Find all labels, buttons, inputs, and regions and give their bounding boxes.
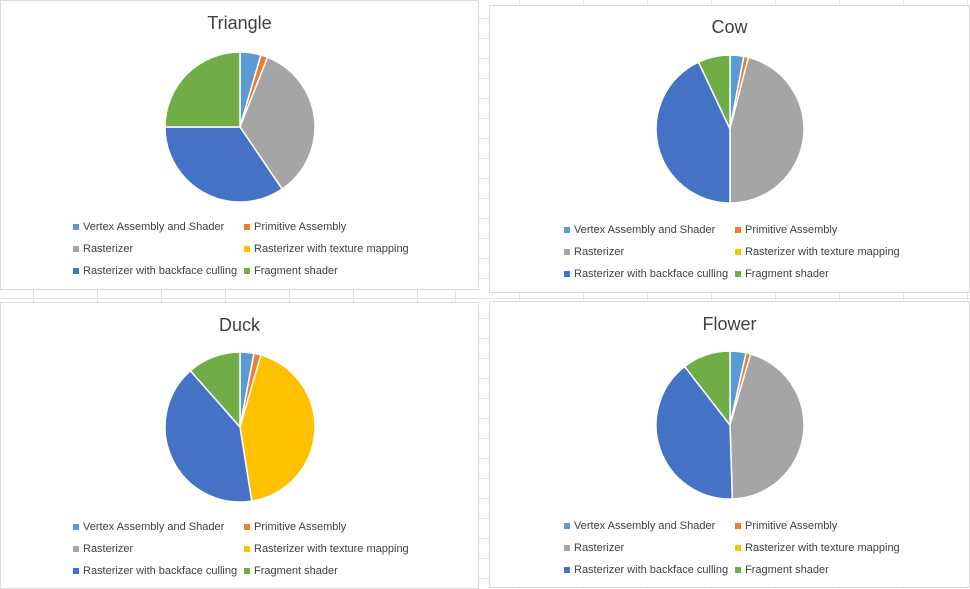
legend-swatch: [73, 568, 79, 574]
chart-title: Triangle: [207, 13, 272, 33]
legend-swatch: [564, 567, 570, 573]
legend-item-rasterizer-with-backface-culling[interactable]: Rasterizer with backface culling: [73, 264, 237, 278]
pie-slice-rasterizer[interactable]: [729, 56, 805, 204]
legend-label: Rasterizer: [83, 543, 134, 555]
legend-swatch: [244, 246, 250, 252]
pie-slice-fragment-shader[interactable]: [683, 350, 731, 426]
legend-label: Rasterizer with texture mapping: [254, 243, 409, 255]
chart-title: Duck: [218, 315, 260, 335]
legend-item-vertex-assembly-and-shader[interactable]: Vertex Assembly and Shader: [564, 223, 715, 237]
legend-item-fragment-shader[interactable]: Fragment shader: [244, 564, 338, 578]
pie-slice-fragment-shader[interactable]: [697, 54, 731, 130]
legend-swatch: [73, 268, 79, 274]
pie-slice-rasterizer-with-texture-mapping[interactable]: [239, 354, 316, 502]
pie-slice-rasterizer-with-backface-culling[interactable]: [655, 365, 734, 500]
legend-label: Vertex Assembly and Shader: [83, 521, 225, 533]
legend-item-vertex-assembly-and-shader[interactable]: Vertex Assembly and Shader: [564, 519, 715, 533]
legend-item-rasterizer-with-texture-mapping[interactable]: Rasterizer with texture mapping: [735, 245, 900, 259]
legend-label: Fragment shader: [745, 268, 829, 280]
legend-item-fragment-shader[interactable]: Fragment shader: [735, 563, 829, 577]
legend-item-primitive-assembly[interactable]: Primitive Assembly: [735, 223, 837, 237]
chart-triangle[interactable]: Triangle Vertex Assembly and Shader Primi…: [0, 0, 479, 290]
legend-label: Rasterizer with backface culling: [574, 564, 729, 576]
legend-swatch: [564, 271, 570, 277]
legend-item-rasterizer-with-backface-culling[interactable]: Rasterizer with backface culling: [564, 267, 728, 281]
legend-swatch: [735, 227, 741, 233]
legend-label: Rasterizer with texture mapping: [745, 542, 900, 554]
legend-swatch: [244, 546, 250, 552]
pie-slice-rasterizer-with-backface-culling[interactable]: [164, 126, 283, 203]
legend-swatch: [73, 224, 79, 230]
legend-item-primitive-assembly[interactable]: Primitive Assembly: [244, 520, 346, 534]
legend-item-rasterizer-with-texture-mapping[interactable]: Rasterizer with texture mapping: [735, 541, 900, 555]
legend-label: Rasterizer with backface culling: [83, 265, 238, 277]
pie-plot: [655, 54, 805, 204]
legend-label: Rasterizer: [83, 243, 134, 255]
legend-label: Vertex Assembly and Shader: [83, 221, 225, 233]
legend-label: Primitive Assembly: [745, 224, 838, 236]
legend-label: Rasterizer with texture mapping: [254, 543, 409, 555]
chart-duck[interactable]: Duck Vertex Assembly and Shader Primitive…: [0, 302, 479, 589]
legend-item-rasterizer-with-texture-mapping[interactable]: Rasterizer with texture mapping: [244, 542, 409, 556]
legend-swatch: [564, 227, 570, 233]
legend-item-rasterizer[interactable]: Rasterizer: [564, 245, 624, 259]
pie-slice-rasterizer[interactable]: [729, 353, 805, 500]
legend-label: Rasterizer: [574, 542, 625, 554]
legend-swatch: [735, 545, 741, 551]
pie-slice-fragment-shader[interactable]: [164, 51, 241, 128]
legend-label: Vertex Assembly and Shader: [574, 224, 716, 236]
legend-label: Rasterizer with texture mapping: [745, 246, 900, 258]
legend-label: Primitive Assembly: [254, 221, 347, 233]
pie-plot: [164, 351, 316, 503]
legend-swatch: [73, 546, 79, 552]
legend-item-rasterizer[interactable]: Rasterizer: [73, 242, 133, 256]
pie-slice-fragment-shader[interactable]: [189, 351, 241, 428]
legend-label: Primitive Assembly: [254, 521, 347, 533]
legend-item-primitive-assembly[interactable]: Primitive Assembly: [244, 220, 346, 234]
legend-swatch: [735, 271, 741, 277]
pie-plot: [655, 350, 805, 500]
chart-flower[interactable]: Flower Vertex Assembly and Shader Primiti…: [489, 301, 970, 588]
pie-slice-rasterizer[interactable]: [239, 56, 316, 190]
legend-label: Fragment shader: [254, 565, 338, 577]
pie-slice-rasterizer-with-backface-culling[interactable]: [164, 369, 253, 503]
legend-swatch: [244, 268, 250, 274]
legend-swatch: [244, 568, 250, 574]
legend-item-fragment-shader[interactable]: Fragment shader: [244, 264, 338, 278]
legend-swatch: [73, 246, 79, 252]
legend-label: Primitive Assembly: [745, 520, 838, 532]
legend-swatch: [73, 524, 79, 530]
legend-item-fragment-shader[interactable]: Fragment shader: [735, 267, 829, 281]
legend-item-rasterizer[interactable]: Rasterizer: [73, 542, 133, 556]
legend-swatch: [735, 523, 741, 529]
legend-item-rasterizer[interactable]: Rasterizer: [564, 541, 624, 555]
legend-swatch: [735, 249, 741, 255]
pie-plot: [164, 51, 316, 203]
legend-item-vertex-assembly-and-shader[interactable]: Vertex Assembly and Shader: [73, 520, 224, 534]
legend-label: Vertex Assembly and Shader: [574, 520, 716, 532]
legend-swatch: [564, 249, 570, 255]
chart-title: Flower: [702, 314, 757, 334]
legend-item-rasterizer-with-backface-culling[interactable]: Rasterizer with backface culling: [73, 564, 237, 578]
legend-label: Rasterizer with backface culling: [574, 268, 729, 280]
legend-swatch: [244, 524, 250, 530]
legend-swatch: [564, 523, 570, 529]
legend-label: Fragment shader: [745, 564, 829, 576]
legend-label: Rasterizer: [574, 246, 625, 258]
legend-swatch: [564, 545, 570, 551]
pie-slice-rasterizer-with-backface-culling[interactable]: [655, 61, 731, 204]
legend-label: Fragment shader: [254, 265, 338, 277]
chart-title: Cow: [711, 17, 748, 37]
chart-cow[interactable]: Cow Vertex Assembly and Shader Primitive …: [489, 5, 970, 293]
legend-swatch: [735, 567, 741, 573]
legend-item-primitive-assembly[interactable]: Primitive Assembly: [735, 519, 837, 533]
legend-item-rasterizer-with-backface-culling[interactable]: Rasterizer with backface culling: [564, 563, 728, 577]
legend-item-vertex-assembly-and-shader[interactable]: Vertex Assembly and Shader: [73, 220, 224, 234]
legend-item-rasterizer-with-texture-mapping[interactable]: Rasterizer with texture mapping: [244, 242, 409, 256]
legend-label: Rasterizer with backface culling: [83, 565, 238, 577]
legend-swatch: [244, 224, 250, 230]
